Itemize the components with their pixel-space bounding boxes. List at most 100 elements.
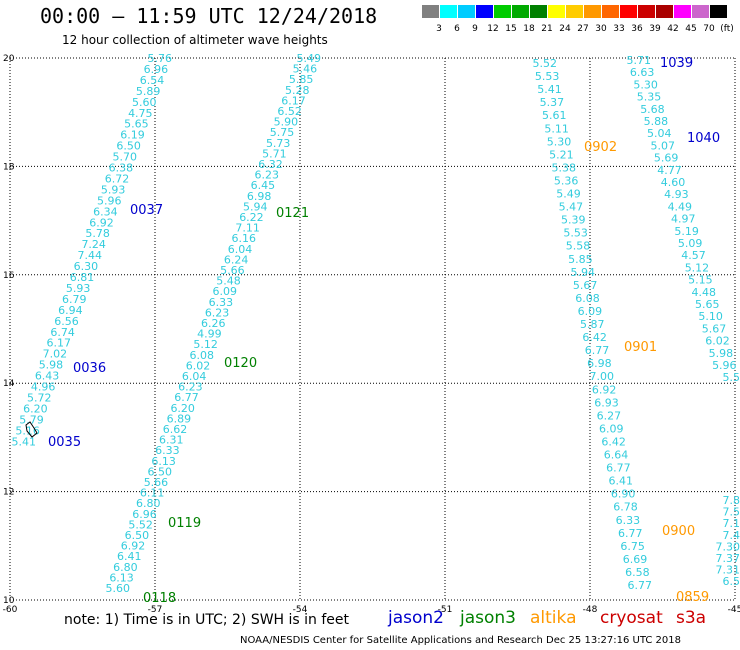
wave-height-value: 7.4 <box>723 529 740 542</box>
wave-height-value: 6.79 <box>62 293 87 306</box>
pass-time-label: 0901 <box>624 340 657 355</box>
wave-height-value: 4.49 <box>668 200 693 213</box>
wave-height-value: 5.46 <box>293 63 318 76</box>
wave-height-value: 6.80 <box>113 561 138 574</box>
colorbar-label: 24 <box>559 24 571 34</box>
pass-time-label: 0902 <box>584 140 617 155</box>
wave-height-value: 7.30 <box>716 540 740 553</box>
wave-height-value: 5.96 <box>97 194 122 207</box>
wave-height-value: 6.96 <box>144 63 169 76</box>
colorbar-label: 30 <box>595 24 607 34</box>
wave-height-value: 5.85 <box>568 253 593 266</box>
wave-height-value: 5.30 <box>633 78 658 91</box>
x-tick-label: -54 <box>293 605 308 615</box>
colorbar-label: 15 <box>505 24 517 34</box>
wave-height-value: 5.61 <box>542 109 567 122</box>
wave-height-value: 6.52 <box>277 105 302 118</box>
wave-height-value: 6.02 <box>705 335 730 348</box>
wave-height-value: 4.97 <box>671 213 696 226</box>
wave-height-value: 5.67 <box>702 322 727 335</box>
y-tick-label: 14 <box>3 379 15 389</box>
colorbar-swatch <box>602 5 619 18</box>
wave-height-value: 6.50 <box>148 465 173 478</box>
x-tick-label: -57 <box>148 605 163 615</box>
wave-height-value: 6.96 <box>132 508 157 521</box>
colorbar-swatch <box>494 5 511 18</box>
wave-height-value: 5.68 <box>640 103 665 116</box>
colorbar-label: 39 <box>649 24 661 34</box>
wave-height-value: 4.99 <box>197 328 222 341</box>
colorbar-swatch <box>530 5 547 18</box>
credit-line: NOAA/NESDIS Center for Satellite Applica… <box>240 635 682 646</box>
wave-height-value: 4.75 <box>128 107 153 120</box>
wave-height-value: 7.24 <box>81 238 106 251</box>
wave-height-value: 6.93 <box>594 396 619 409</box>
pass-time-label: 0035 <box>48 435 81 450</box>
wave-height-value: 5.76 <box>148 52 173 65</box>
pass-time-label: 1040 <box>687 131 720 146</box>
wave-height-value: 6.22 <box>239 211 264 224</box>
wave-height-value: 7.11 <box>235 222 260 235</box>
sat-jason3-label: jason3 <box>460 608 516 628</box>
pass-time-label: 0037 <box>130 203 163 218</box>
pass-time-label: 0036 <box>73 361 106 376</box>
wave-height-value: 5.28 <box>285 84 310 97</box>
wave-height-value: 6.26 <box>201 317 226 330</box>
wave-height-value: 5.19 <box>674 225 699 238</box>
wave-height-value: 7.8 <box>723 494 740 507</box>
footer-note: note: 1) Time is in UTC; 2) SWH is in fe… <box>64 612 350 628</box>
colorbar-label: (ft) <box>720 24 734 34</box>
colorbar-swatch <box>458 5 475 18</box>
wave-height-value: 6.77 <box>585 344 610 357</box>
wave-height-value: 5.12 <box>685 261 710 274</box>
wave-height-value: 7.44 <box>78 249 103 262</box>
wave-height-value: 6.77 <box>174 391 199 404</box>
wave-height-value: 6.02 <box>186 359 211 372</box>
chart-subtitle: 12 hour collection of altimeter wave hei… <box>62 33 328 47</box>
wave-height-value: 5.88 <box>644 115 669 128</box>
wave-height-value: 6.77 <box>618 527 643 540</box>
wave-height-value: 5.52 <box>128 518 153 531</box>
wave-height-value: 5.12 <box>193 338 218 351</box>
wave-height-value: 6.23 <box>178 381 203 394</box>
wave-height-value: 5.49 <box>556 188 581 201</box>
pass-time-label: 0859 <box>676 590 709 605</box>
wave-height-value: 5.66 <box>220 264 245 277</box>
colorbar-swatch <box>584 5 601 18</box>
wave-height-value: 5.98 <box>39 359 64 372</box>
wave-height-value: 6.34 <box>93 205 118 218</box>
wave-height-value: 5.71 <box>627 54 652 67</box>
colorbar-swatch <box>656 5 673 18</box>
colorbar-swatch <box>440 5 457 18</box>
pass-time-label: 0121 <box>276 206 309 221</box>
colorbar-swatch <box>620 5 637 18</box>
wave-height-value: 4.77 <box>657 164 682 177</box>
wave-height-value: 5.94 <box>571 266 596 279</box>
colorbar-swatch <box>566 5 583 18</box>
sat-s3a-label: s3a <box>676 608 707 628</box>
y-tick-label: 16 <box>3 271 15 281</box>
wave-height-value: 5.41 <box>12 435 37 448</box>
wave-height-value: 6.20 <box>23 402 48 415</box>
wave-height-value: 6.08 <box>575 292 600 305</box>
wave-height-value: 5.11 <box>544 122 569 135</box>
axis-tick-labels: -60 -57 -54 -51 -48 -45 10 12 14 16 18 20 <box>3 54 740 615</box>
y-tick-label: 12 <box>3 488 14 498</box>
wave-height-value: 6.50 <box>116 140 141 153</box>
sat-altika-label: altika <box>530 608 577 628</box>
colorbar-label: 36 <box>631 24 643 34</box>
wave-height-value: 5.39 <box>561 214 586 227</box>
wave-height-value: 6.43 <box>35 370 60 383</box>
x-tick-label: -51 <box>438 605 453 615</box>
wave-height-value: 6.50 <box>125 529 150 542</box>
wave-height-value: 4.60 <box>661 176 686 189</box>
wave-height-value: 6.33 <box>209 296 234 309</box>
wave-height-value: 6.41 <box>609 475 634 488</box>
wave-height-value: 7.31 <box>716 564 740 577</box>
wave-height-value: 5.48 <box>216 275 241 288</box>
wave-height-value: 5.58 <box>566 240 591 253</box>
wave-height-value: 6.62 <box>163 423 188 436</box>
wave-height-value: 6.92 <box>592 383 617 396</box>
wave-height-value: 5.98 <box>709 347 734 360</box>
wave-height-value: 7.5 <box>723 506 740 519</box>
